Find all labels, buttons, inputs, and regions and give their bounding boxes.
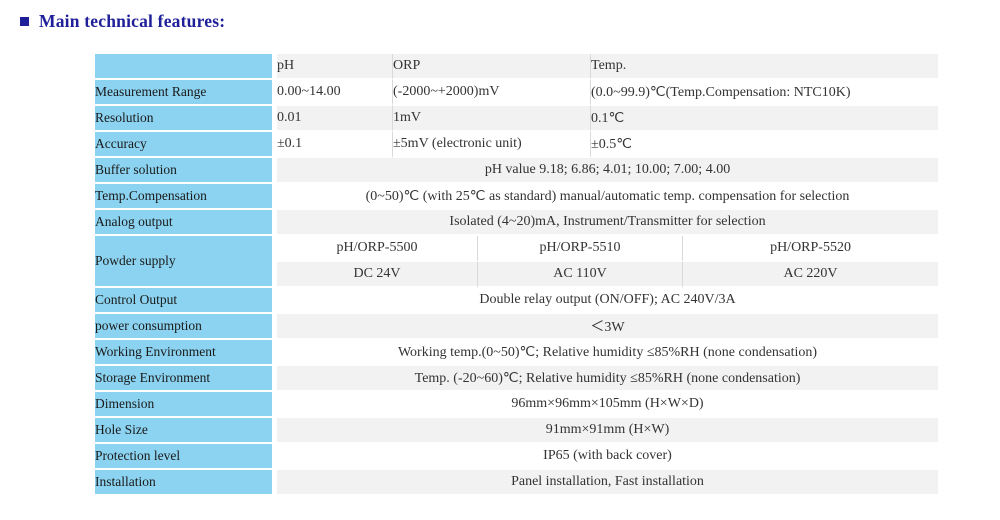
power-consumption-value: ＜3W [277, 314, 939, 340]
measurement-range-label: Measurement Range [95, 80, 277, 106]
working-environment-label: Working Environment [95, 340, 277, 366]
row-installation: Installation Panel installation, Fast in… [95, 470, 939, 496]
power-consumption-label: power consumption [95, 314, 277, 340]
temp-compensation-value: (0~50)℃ (with 25℃ as standard) manual/au… [277, 184, 939, 210]
powder-supply-voltage-2: AC 110V [477, 262, 683, 288]
row-accuracy: Accuracy ±0.1 ±5mV (electronic unit) ±0.… [95, 132, 939, 158]
installation-label: Installation [95, 470, 277, 496]
protection-level-value: IP65 (with back cover) [277, 444, 939, 470]
square-bullet-icon [20, 16, 29, 26]
row-resolution: Resolution 0.01 1mV 0.1℃ [95, 106, 939, 132]
row-powder-supply-voltages: DC 24V AC 110V AC 220V [95, 262, 939, 288]
powder-supply-model-1: pH/ORP-5500 [277, 236, 477, 262]
powder-supply-model-3: pH/ORP-5520 [682, 236, 939, 262]
section-title-text: Main technical features: [39, 10, 226, 31]
storage-environment-label: Storage Environment [95, 366, 277, 392]
dimension-label: Dimension [95, 392, 277, 418]
buffer-solution-value: pH value 9.18; 6.86; 4.01; 10.00; 7.00; … [277, 158, 939, 184]
powder-supply-voltage-3: AC 220V [682, 262, 939, 288]
storage-environment-value: Temp. (-20~60)℃; Relative humidity ≤85%R… [277, 366, 939, 392]
measurement-range-temp: (0.0~99.9)℃(Temp.Compensation: NTC10K) [590, 80, 939, 106]
header-orp: ORP [392, 54, 591, 80]
spec-table: pH ORP Temp. Measurement Range 0.00~14.0… [95, 54, 939, 496]
temp-compensation-label: Temp.Compensation [95, 184, 277, 210]
working-environment-value: Working temp.(0~50)℃; Relative humidity … [277, 340, 939, 366]
resolution-temp: 0.1℃ [590, 106, 939, 132]
dimension-value: 96mm×96mm×105mm (H×W×D) [277, 392, 939, 418]
resolution-ph: 0.01 [277, 106, 392, 132]
accuracy-temp: ±0.5℃ [590, 132, 939, 158]
installation-value: Panel installation, Fast installation [277, 470, 939, 496]
measurement-range-ph: 0.00~14.00 [277, 80, 392, 106]
accuracy-label: Accuracy [95, 132, 277, 158]
row-buffer-solution: Buffer solution pH value 9.18; 6.86; 4.0… [95, 158, 939, 184]
powder-supply-voltage-1: DC 24V [277, 262, 477, 288]
row-storage-environment: Storage Environment Temp. (-20~60)℃; Rel… [95, 366, 939, 392]
row-working-environment: Working Environment Working temp.(0~50)℃… [95, 340, 939, 366]
header-temp: Temp. [590, 54, 939, 80]
header-empty-cell [95, 54, 277, 80]
hole-size-value: 91mm×91mm (H×W) [277, 418, 939, 444]
row-protection-level: Protection level IP65 (with back cover) [95, 444, 939, 470]
resolution-label: Resolution [95, 106, 277, 132]
accuracy-ph: ±0.1 [277, 132, 392, 158]
control-output-label: Control Output [95, 288, 277, 314]
row-temp-compensation: Temp.Compensation (0~50)℃ (with 25℃ as s… [95, 184, 939, 210]
buffer-solution-label: Buffer solution [95, 158, 277, 184]
protection-level-label: Protection level [95, 444, 277, 470]
row-control-output: Control Output Double relay output (ON/O… [95, 288, 939, 314]
resolution-orp: 1mV [392, 106, 591, 132]
row-hole-size: Hole Size 91mm×91mm (H×W) [95, 418, 939, 444]
hole-size-label: Hole Size [95, 418, 277, 444]
section-title: Main technical features: [20, 10, 1000, 32]
row-measurement-range: Measurement Range 0.00~14.00 (-2000~+200… [95, 80, 939, 106]
analog-output-label: Analog output [95, 210, 277, 236]
row-powder-supply-models: Powder supply pH/ORP-5500 pH/ORP-5510 pH… [95, 236, 939, 288]
table-header-row: pH ORP Temp. [95, 54, 939, 80]
powder-supply-model-2: pH/ORP-5510 [477, 236, 683, 262]
control-output-value: Double relay output (ON/OFF); AC 240V/3A [277, 288, 939, 314]
powder-supply-label: Powder supply [95, 236, 277, 288]
page: Main technical features: pH ORP Temp. Me… [0, 10, 1000, 496]
analog-output-value: Isolated (4~20)mA, Instrument/Transmitte… [277, 210, 939, 236]
header-ph: pH [277, 54, 392, 80]
row-analog-output: Analog output Isolated (4~20)mA, Instrum… [95, 210, 939, 236]
measurement-range-orp: (-2000~+2000)mV [392, 80, 591, 106]
row-dimension: Dimension 96mm×96mm×105mm (H×W×D) [95, 392, 939, 418]
row-power-consumption: power consumption ＜3W [95, 314, 939, 340]
accuracy-orp: ±5mV (electronic unit) [392, 132, 591, 158]
